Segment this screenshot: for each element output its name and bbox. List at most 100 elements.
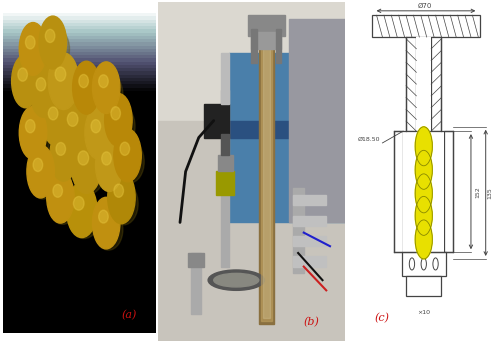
Ellipse shape [106,105,135,147]
Circle shape [415,127,432,166]
Ellipse shape [40,28,70,70]
Ellipse shape [116,141,144,183]
Ellipse shape [33,158,42,172]
Text: Ø70: Ø70 [418,2,432,9]
Circle shape [415,174,432,213]
Bar [444,131,453,252]
Ellipse shape [32,76,60,118]
Bar [292,236,326,246]
Bar [289,19,345,222]
Bar [221,134,229,154]
Ellipse shape [50,65,82,110]
Bar [292,216,326,226]
Ellipse shape [97,150,126,193]
Ellipse shape [85,106,112,159]
Ellipse shape [208,270,264,290]
Ellipse shape [71,137,102,193]
Bar [292,256,326,267]
Text: (a): (a) [122,309,137,320]
Ellipse shape [104,94,132,146]
Ellipse shape [98,210,108,223]
Ellipse shape [26,36,35,49]
Ellipse shape [72,149,104,194]
Ellipse shape [52,141,80,182]
Ellipse shape [36,78,46,91]
Ellipse shape [60,98,91,155]
Bar [262,32,270,318]
Bar [406,37,416,131]
Bar [403,131,444,252]
Ellipse shape [20,106,46,159]
Ellipse shape [48,53,79,110]
Ellipse shape [96,139,123,191]
Ellipse shape [68,112,78,126]
Text: 135: 135 [487,187,492,199]
Bar [248,15,285,36]
Ellipse shape [21,118,50,161]
Bar [406,276,442,296]
Bar [204,104,229,138]
Bar [216,172,234,195]
Bar [431,37,442,131]
Ellipse shape [78,151,88,165]
Bar [252,29,257,63]
Circle shape [415,150,432,189]
Ellipse shape [48,107,58,120]
Ellipse shape [62,110,94,155]
Bar [416,37,431,131]
Ellipse shape [12,55,39,108]
Circle shape [415,220,432,259]
Ellipse shape [14,67,42,109]
Bar [229,52,345,222]
Bar [188,253,204,267]
Ellipse shape [214,273,259,287]
Ellipse shape [20,23,46,75]
Ellipse shape [55,67,66,81]
Text: ×10: ×10 [417,310,430,315]
Bar [229,120,345,138]
Ellipse shape [30,64,58,117]
Bar [221,90,229,267]
Bar [402,252,446,276]
Bar [221,52,229,104]
Ellipse shape [79,74,88,88]
Bar [259,25,274,324]
Ellipse shape [92,197,120,249]
Circle shape [415,197,432,235]
Text: (b): (b) [304,317,319,328]
Ellipse shape [114,184,124,197]
Ellipse shape [114,129,141,182]
Bar [218,154,232,172]
Ellipse shape [91,120,101,133]
Bar [276,29,281,63]
Ellipse shape [42,94,70,146]
Text: Ø18.50: Ø18.50 [358,137,380,142]
Ellipse shape [44,106,72,147]
Ellipse shape [68,195,100,239]
Ellipse shape [27,145,54,198]
Ellipse shape [74,73,103,115]
Ellipse shape [18,68,28,81]
Bar [372,15,480,37]
Ellipse shape [98,75,108,88]
Ellipse shape [102,152,112,165]
Ellipse shape [46,172,74,223]
Ellipse shape [120,142,130,155]
Bar [191,253,200,314]
Bar [260,29,272,321]
Ellipse shape [56,142,66,155]
Ellipse shape [94,73,123,115]
Ellipse shape [28,157,58,199]
Ellipse shape [110,182,138,225]
Ellipse shape [74,197,84,210]
Bar [292,195,326,205]
Ellipse shape [46,29,55,43]
Ellipse shape [111,107,120,120]
Ellipse shape [108,171,135,224]
Ellipse shape [94,209,123,250]
Bar [292,188,304,273]
Bar [252,32,281,49]
Ellipse shape [21,34,50,76]
Text: (c): (c) [375,312,390,323]
Ellipse shape [92,62,120,114]
